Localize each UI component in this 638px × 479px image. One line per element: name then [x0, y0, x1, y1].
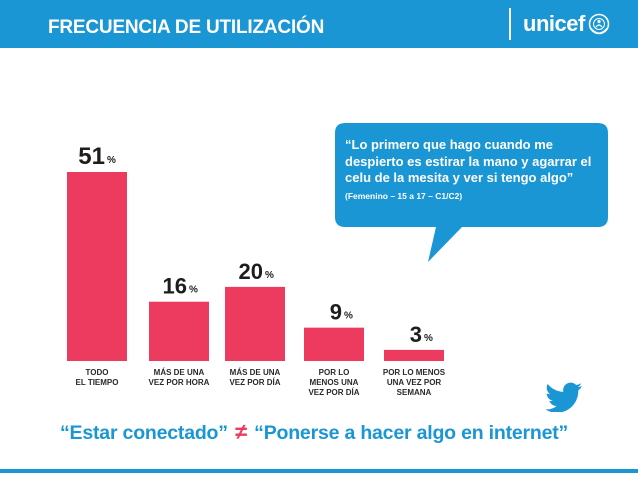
quote-text: “Lo primero que hago cuando me despierto… [345, 137, 592, 185]
value-label-3: 20 [239, 259, 263, 284]
bar-5 [384, 349, 444, 361]
unicef-emblem-icon [588, 13, 610, 35]
header-bar: FRECUENCIA DE UTILIZACIÓN unicef [0, 0, 638, 48]
not-equal-symbol: ≠ [235, 419, 247, 444]
bottom-quote: “Estar conectado” ≠ “Ponerse a hacer alg… [60, 419, 568, 445]
quote-bubble-text: “Lo primero que hago cuando me despierto… [345, 137, 600, 204]
category-label-5: POR LO MENOS UNA VEZ POR SEMANA [383, 368, 446, 397]
bar-2 [149, 301, 209, 361]
bar-1 [67, 172, 127, 361]
page-title: FRECUENCIA DE UTILIZACIÓN [48, 17, 325, 38]
header-divider [509, 8, 511, 40]
value-label-4: 9 [330, 300, 342, 325]
twitter-bird-icon [546, 382, 582, 412]
footer-line [0, 469, 638, 473]
bar-3 [225, 286, 285, 361]
value-suffix-4: % [344, 311, 353, 322]
category-label-1: TODO EL TIEMPO [76, 368, 119, 387]
category-label-2: MÁS DE UNA VEZ POR HORA [149, 368, 210, 387]
category-label-3: MÁS DE UNA VEZ POR DÍA [229, 368, 280, 387]
logo-text: unicef [523, 11, 585, 36]
value-label-1: 51 [78, 143, 105, 170]
unicef-logo: unicef [523, 10, 610, 38]
quote-left: “Estar conectado” [60, 422, 228, 444]
quote-attribution: (Femenino – 15 a 17 – C1/C2) [345, 190, 463, 201]
value-suffix-3: % [265, 270, 274, 281]
category-label-4: POR LO MENOS UNA VEZ POR DÍA [308, 368, 359, 397]
quote-bubble [335, 123, 608, 262]
value-label-2: 16 [163, 274, 187, 299]
value-suffix-5: % [424, 333, 433, 344]
quote-right: “Ponerse a hacer algo en internet” [254, 422, 569, 444]
value-suffix-1: % [107, 155, 116, 166]
value-suffix-2: % [189, 285, 198, 296]
value-label-5: 3 [410, 322, 422, 347]
bar-4 [304, 327, 364, 361]
